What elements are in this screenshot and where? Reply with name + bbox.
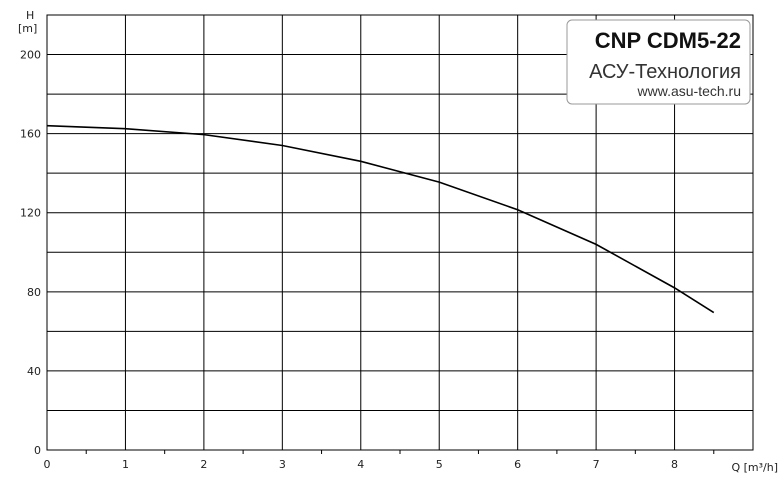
badge-company: АСУ-Технология [589, 61, 741, 83]
y-axis-unit: [m] [18, 22, 37, 35]
badge-site: www.asu-tech.ru [637, 83, 741, 99]
x-tick-label: 4 [357, 458, 364, 471]
y-tick-label: 160 [20, 128, 41, 141]
x-tick-label: 8 [671, 458, 678, 471]
badge: CNP CDM5-22 АСУ-Технология www.asu-tech.… [566, 19, 751, 105]
pump-curve [46, 124, 715, 314]
y-tick-label: 40 [27, 365, 41, 378]
y-tick-label: 120 [20, 207, 41, 220]
y-axis-label: H [26, 9, 34, 22]
x-axis-label: Q [m³/h] [731, 461, 778, 474]
x-tick-label: 2 [200, 458, 207, 471]
x-tick-label: 7 [593, 458, 600, 471]
badge-model: CNP CDM5-22 [595, 28, 741, 53]
x-tick-label: 6 [514, 458, 521, 471]
x-tick-label: 0 [44, 458, 51, 471]
x-tick-label: 3 [279, 458, 286, 471]
x-tick-label: 5 [436, 458, 443, 471]
y-tick-label: 0 [34, 444, 41, 457]
y-tick-label: 80 [27, 286, 41, 299]
badge-box [566, 19, 751, 105]
y-tick-label: 200 [20, 49, 41, 62]
x-tick-label: 1 [122, 458, 129, 471]
